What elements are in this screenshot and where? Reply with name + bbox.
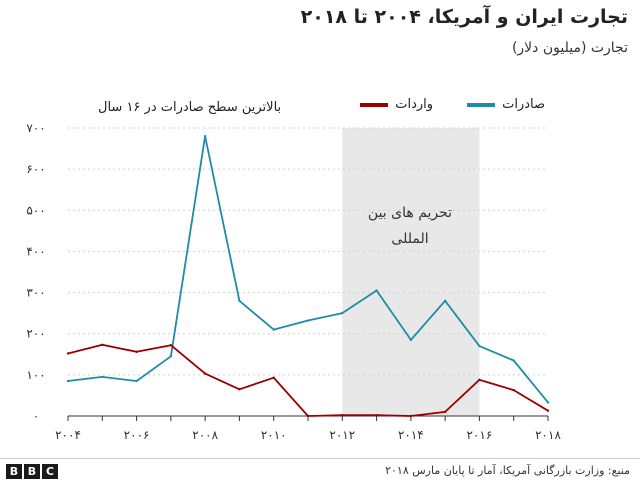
exports-point <box>478 344 481 348</box>
exports-point <box>306 319 310 322</box>
imports-point <box>272 376 275 379</box>
y-tick-label: ۶۰۰ <box>26 162 45 176</box>
exports-point <box>375 289 378 292</box>
x-tick-label: ۲۰۱۴ <box>398 428 424 442</box>
imports-point <box>478 378 481 381</box>
exports-point <box>238 299 241 302</box>
footer-divider <box>0 458 640 459</box>
imports-point <box>341 413 344 417</box>
x-tick-label: ۲۰۰۴ <box>55 428 81 442</box>
imports-point <box>375 413 378 417</box>
peak-annotation: بالاترین سطح صادرات در ۱۶ سال <box>98 100 282 115</box>
imports-point <box>443 410 447 414</box>
legend-label-imports: واردات <box>395 97 434 112</box>
imports-point <box>546 409 550 412</box>
bbc-logo: B B C <box>6 464 58 479</box>
exports-point <box>203 135 207 138</box>
x-tick-label: ۲۰۱۰ <box>261 428 287 442</box>
chart-subtitle: تجارت (میلیون دلار) <box>511 40 628 56</box>
legend-label-exports: صادرات <box>502 97 545 112</box>
y-tick-label: ۳۰۰ <box>26 286 45 300</box>
chart-title: تجارت ایران و آمریکا، ۲۰۰۴ تا ۲۰۱۸ <box>300 6 628 28</box>
y-tick-label: ۴۰۰ <box>26 244 45 258</box>
imports-point <box>306 414 310 418</box>
exports-point <box>443 299 447 302</box>
imports-point <box>135 350 138 354</box>
source-note: منبع: وزارت بازرگانی آمریکا، آمار تا پای… <box>385 464 630 477</box>
imports-point <box>169 344 173 347</box>
exports-point <box>101 375 104 379</box>
legend-item-exports: صادرات <box>467 97 545 112</box>
exports-point <box>66 379 70 383</box>
imports-point <box>66 352 70 355</box>
sanctions-label: تحریم های بین المللی <box>342 200 478 252</box>
bbc-logo-letter: C <box>42 464 58 479</box>
legend: صادرات واردات <box>360 97 545 112</box>
legend-swatch-imports <box>360 102 389 107</box>
x-tick-label: ۲۰۱۲ <box>329 428 355 442</box>
exports-point <box>341 311 344 315</box>
sanctions-label-line-2: المللی <box>391 231 429 247</box>
x-tick-label: ۲۰۱۶ <box>467 428 493 442</box>
exports-point <box>272 328 275 331</box>
line-chart: ۰ ۱۰۰ ۲۰۰ ۳۰۰ ۴۰۰ ۵۰۰ ۶۰۰ ۷۰۰ ۲۰۰۴ ۲۰۰۶ ۲۰۰۸ ۲۰۱۰ ۲۰… <box>26 121 561 442</box>
imports-point <box>101 343 104 347</box>
exports-point <box>546 401 550 404</box>
y-tick-label: ۱۰۰ <box>26 368 45 382</box>
imports-point <box>238 388 241 391</box>
sanctions-label-line-1: تحریم های بین <box>367 205 453 221</box>
exports-point <box>169 355 173 358</box>
exports-point <box>135 379 138 383</box>
x-tick-label: ۲۰۰۶ <box>124 428 150 442</box>
imports-point <box>203 372 207 375</box>
y-tick-label: ۰ <box>33 409 39 423</box>
legend-swatch-exports <box>467 102 496 107</box>
sanctions-shaded-region <box>342 128 480 416</box>
bbc-logo-letter: B <box>24 464 40 479</box>
exports-point <box>409 338 413 342</box>
x-tick-label: ۲۰۱۸ <box>535 428 561 442</box>
legend-item-imports: واردات <box>360 97 433 112</box>
y-tick-label: ۵۰۰ <box>26 203 45 217</box>
exports-point <box>512 359 515 362</box>
imports-point <box>409 414 413 418</box>
imports-point <box>512 388 515 392</box>
x-tick-label: ۲۰۰۸ <box>192 428 218 442</box>
y-tick-label: ۷۰۰ <box>26 121 45 135</box>
y-tick-label: ۲۰۰ <box>26 327 45 341</box>
bbc-logo-letter: B <box>6 464 22 479</box>
